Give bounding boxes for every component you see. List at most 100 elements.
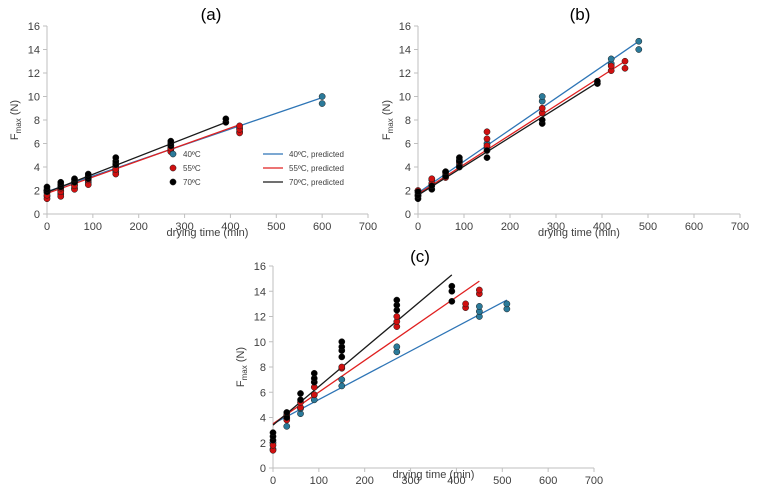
data-point-70c — [414, 188, 422, 196]
y-axis-label-main: F — [381, 133, 393, 140]
chart-panel-a: 0 100 200 300 400 500 600 700 0 2 4 6 8 10 12 14 16 (a) dr… — [9, 5, 377, 239]
x-tick-label: 700 — [731, 221, 749, 233]
x-tick-label: 600 — [539, 475, 557, 487]
y-tick-label: 0 — [260, 463, 266, 475]
y-tick-label: 10 — [399, 92, 411, 104]
data-point-70c — [594, 77, 601, 85]
y-axis-label-sub: max — [14, 118, 23, 133]
y-tick-label: 8 — [34, 115, 40, 127]
data-point-70c — [84, 170, 92, 178]
data-point-55c — [310, 391, 318, 399]
data-point-40c — [393, 343, 401, 351]
data-point-70c — [297, 390, 304, 397]
y-axis-label-sub: max — [386, 118, 395, 133]
x-tick-label: 300 — [175, 221, 193, 233]
data-point-70c — [428, 182, 436, 190]
data-point-70c — [71, 175, 78, 183]
data-point-55c — [428, 175, 436, 183]
data-point-70c — [538, 116, 546, 124]
data-point-70c — [269, 429, 277, 436]
y-axis-label-unit: (N) — [9, 100, 21, 118]
data-point-40c — [476, 303, 483, 310]
y-tick-label: 2 — [34, 186, 40, 198]
y-tick-label: 6 — [260, 387, 266, 399]
x-tick-label: 400 — [447, 475, 465, 487]
data-point-55c — [338, 363, 346, 371]
legend-label: 70ºC, predicted — [289, 178, 344, 187]
y-axis-label-sub: max — [240, 365, 249, 380]
data-point-70c — [483, 154, 491, 161]
y-tick-label: 12 — [28, 68, 40, 80]
legend-label: 70ºC — [183, 178, 201, 187]
y-tick-label: 12 — [254, 312, 266, 324]
data-point-70c — [167, 137, 175, 145]
x-tick-label: 0 — [44, 221, 50, 233]
x-tick-label: 100 — [310, 475, 328, 487]
data-point-55c — [607, 62, 615, 70]
legend-marker — [169, 150, 177, 158]
data-point-55c — [483, 128, 491, 136]
y-tick-label: 14 — [254, 286, 266, 298]
data-point-70c — [338, 353, 346, 361]
data-point-40c — [283, 422, 291, 430]
x-tick-label: 700 — [585, 475, 603, 487]
chart-panel-c: 0 100 200 300 400 500 600 700 0 2 4 6 8 10 12 14 16 (c) dr… — [235, 247, 603, 487]
data-point-40c — [503, 300, 511, 308]
x-tick-label: 600 — [313, 221, 331, 233]
y-tick-label: 14 — [28, 45, 40, 57]
x-tick-label: 300 — [547, 221, 565, 233]
y-tick-label: 8 — [260, 362, 266, 374]
x-tick-label: 500 — [493, 475, 511, 487]
x-tick-label: 200 — [130, 221, 148, 233]
x-axis-label: drying time (min) — [393, 469, 475, 481]
x-tick-label: 600 — [685, 221, 703, 233]
data-point-40c — [607, 55, 615, 63]
legend-label: 40ºC — [183, 150, 201, 159]
fit-line-55c — [272, 280, 480, 425]
x-tick-label: 500 — [267, 221, 285, 233]
fit-line-55c — [417, 60, 626, 195]
y-axis-label-unit: (N) — [235, 347, 247, 365]
x-tick-label: 0 — [415, 221, 421, 233]
x-tick-label: 700 — [359, 221, 377, 233]
data-point-70c — [283, 409, 291, 416]
data-point-55c — [393, 313, 401, 320]
data-point-70c — [43, 183, 51, 191]
panel-title: (a) — [201, 5, 222, 24]
x-tick-label: 300 — [401, 475, 419, 487]
data-point-70c — [442, 168, 449, 176]
data-point-70c — [297, 396, 304, 404]
legend: 40ºC 55ºC 70ºC 40ºC, predicted 55ºC, predict… — [169, 150, 344, 187]
x-tick-label: 200 — [356, 475, 374, 487]
data-point-70c — [112, 154, 120, 161]
y-tick-label: 2 — [260, 438, 266, 450]
fit-line-40c — [272, 299, 508, 425]
x-tick-label: 400 — [593, 221, 611, 233]
x-tick-label: 500 — [639, 221, 657, 233]
y-tick-label: 6 — [34, 139, 40, 151]
x-axis-label: drying time (min) — [167, 227, 249, 239]
data-point-55c — [538, 104, 546, 112]
data-point-70c — [456, 163, 463, 171]
x-tick-label: 200 — [501, 221, 519, 233]
y-axis-label: Fmax (N) — [381, 100, 395, 140]
panel-title: (b) — [570, 5, 591, 24]
y-axis-label: Fmax (N) — [235, 347, 249, 387]
y-tick-label: 10 — [254, 337, 266, 349]
x-axis-label: drying time (min) — [538, 227, 620, 239]
data-point-70c — [222, 115, 230, 123]
data-point-70c — [456, 154, 463, 161]
y-tick-label: 4 — [405, 162, 411, 174]
data-point-70c — [57, 178, 65, 186]
x-tick-label: 100 — [84, 221, 102, 233]
legend-label: 55ºC — [183, 164, 201, 173]
data-point-55c — [462, 300, 469, 308]
y-tick-label: 10 — [28, 92, 40, 104]
y-axis-label-main: F — [235, 380, 247, 387]
y-tick-label: 0 — [405, 209, 411, 221]
x-tick-label: 100 — [455, 221, 473, 233]
data-point-70c — [338, 338, 346, 346]
y-tick-label: 16 — [399, 21, 411, 33]
y-tick-label: 14 — [399, 45, 411, 57]
data-point-70c — [448, 298, 456, 305]
